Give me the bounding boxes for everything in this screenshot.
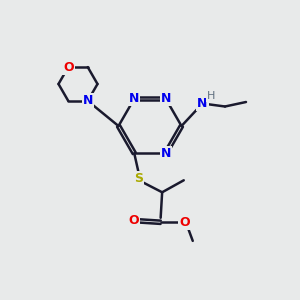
Text: N: N	[197, 97, 208, 110]
Text: H: H	[207, 91, 215, 101]
Text: N: N	[160, 147, 171, 160]
Text: N: N	[129, 92, 140, 105]
Text: N: N	[160, 92, 171, 105]
Text: O: O	[63, 61, 74, 74]
Text: S: S	[134, 172, 143, 185]
Text: N: N	[82, 94, 93, 107]
Text: O: O	[179, 216, 190, 229]
Text: O: O	[128, 214, 139, 227]
